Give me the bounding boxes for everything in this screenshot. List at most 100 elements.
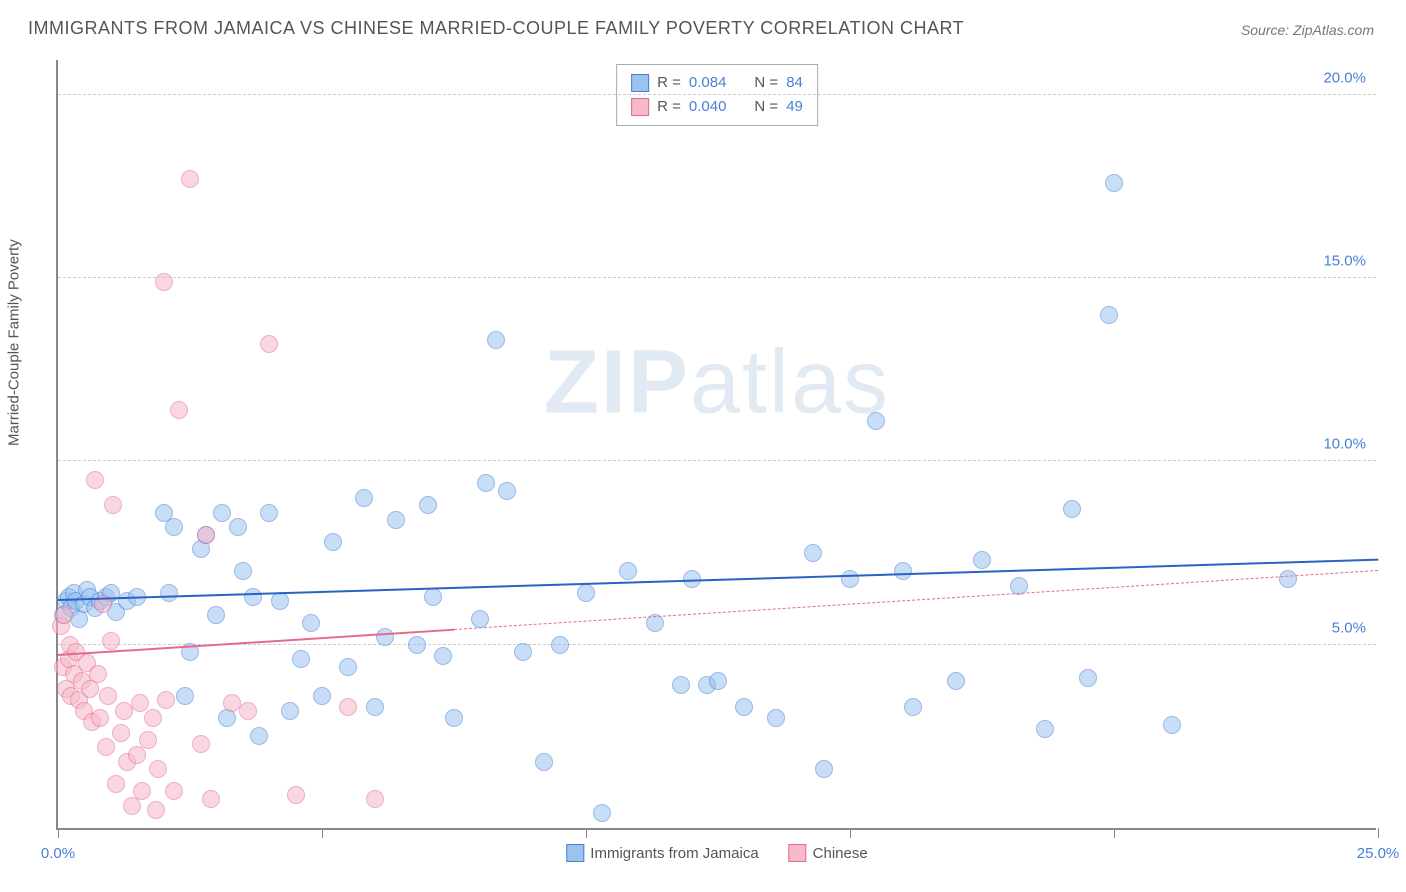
data-point xyxy=(244,588,262,606)
data-point xyxy=(250,727,268,745)
x-tick-mark xyxy=(850,828,851,838)
data-point xyxy=(281,702,299,720)
data-point xyxy=(593,804,611,822)
legend-r-value: 0.040 xyxy=(689,95,727,119)
series-legend: Immigrants from Jamaica Chinese xyxy=(566,844,867,862)
data-point xyxy=(947,672,965,690)
data-point xyxy=(104,496,122,514)
data-point xyxy=(131,694,149,712)
data-point xyxy=(767,709,785,727)
data-point xyxy=(260,504,278,522)
x-tick-mark xyxy=(322,828,323,838)
data-point xyxy=(170,401,188,419)
data-point xyxy=(157,691,175,709)
legend-n-label: N = xyxy=(754,95,778,119)
legend-n-label: N = xyxy=(754,71,778,95)
data-point xyxy=(202,790,220,808)
data-point xyxy=(292,650,310,668)
y-tick-label: 10.0% xyxy=(1323,436,1366,453)
data-point xyxy=(804,544,822,562)
data-point xyxy=(324,533,342,551)
data-point xyxy=(424,588,442,606)
data-point xyxy=(815,760,833,778)
data-point xyxy=(192,735,210,753)
y-tick-label: 5.0% xyxy=(1332,619,1366,636)
data-point xyxy=(672,676,690,694)
data-point xyxy=(1100,306,1118,324)
chart-title: IMMIGRANTS FROM JAMAICA VS CHINESE MARRI… xyxy=(28,18,964,39)
data-point xyxy=(89,665,107,683)
data-point xyxy=(366,698,384,716)
data-point xyxy=(97,738,115,756)
data-point xyxy=(1036,720,1054,738)
data-point xyxy=(133,782,151,800)
legend-r-value: 0.084 xyxy=(689,71,727,95)
data-point xyxy=(904,698,922,716)
legend-item: Chinese xyxy=(789,844,868,862)
data-point xyxy=(155,273,173,291)
data-point xyxy=(514,643,532,661)
x-tick-label: 0.0% xyxy=(41,845,75,862)
legend-r-label: R = xyxy=(657,71,681,95)
data-point xyxy=(339,698,357,716)
data-point xyxy=(149,760,167,778)
data-point xyxy=(55,606,73,624)
data-point xyxy=(973,551,991,569)
legend-swatch xyxy=(566,844,584,862)
data-point xyxy=(160,584,178,602)
data-point xyxy=(165,518,183,536)
data-point xyxy=(197,526,215,544)
data-point xyxy=(102,632,120,650)
data-point xyxy=(147,801,165,819)
data-point xyxy=(471,610,489,628)
data-point xyxy=(577,584,595,602)
trend-line xyxy=(58,558,1378,600)
data-point xyxy=(165,782,183,800)
data-point xyxy=(339,658,357,676)
data-point xyxy=(355,489,373,507)
data-point xyxy=(229,518,247,536)
data-point xyxy=(894,562,912,580)
x-tick-mark xyxy=(58,828,59,838)
data-point xyxy=(1163,716,1181,734)
data-point xyxy=(107,775,125,793)
data-point xyxy=(551,636,569,654)
legend-swatch xyxy=(631,74,649,92)
data-point xyxy=(498,482,516,500)
gridline xyxy=(58,460,1376,461)
data-point xyxy=(313,687,331,705)
gridline xyxy=(58,277,1376,278)
legend-swatch xyxy=(631,98,649,116)
y-tick-label: 15.0% xyxy=(1323,253,1366,270)
data-point xyxy=(419,496,437,514)
data-point xyxy=(139,731,157,749)
data-point xyxy=(1279,570,1297,588)
data-point xyxy=(477,474,495,492)
data-point xyxy=(1063,500,1081,518)
data-point xyxy=(709,672,727,690)
data-point xyxy=(260,335,278,353)
trend-line-extrapolated xyxy=(454,570,1378,630)
data-point xyxy=(239,702,257,720)
data-point xyxy=(408,636,426,654)
data-point xyxy=(619,562,637,580)
source-attribution: Source: ZipAtlas.com xyxy=(1241,22,1374,38)
data-point xyxy=(176,687,194,705)
data-point xyxy=(213,504,231,522)
x-tick-mark xyxy=(1378,828,1379,838)
data-point xyxy=(144,709,162,727)
y-tick-label: 20.0% xyxy=(1323,69,1366,86)
data-point xyxy=(86,471,104,489)
data-point xyxy=(434,647,452,665)
data-point xyxy=(445,709,463,727)
x-tick-mark xyxy=(586,828,587,838)
legend-r-label: R = xyxy=(657,95,681,119)
legend-series-name: Chinese xyxy=(813,845,868,862)
legend-row: R =0.040N =49 xyxy=(631,95,803,119)
x-tick-label: 25.0% xyxy=(1357,845,1400,862)
data-point xyxy=(487,331,505,349)
y-axis-label: Married-Couple Family Poverty xyxy=(6,239,23,446)
legend-series-name: Immigrants from Jamaica xyxy=(590,845,758,862)
data-point xyxy=(841,570,859,588)
gridline xyxy=(58,94,1376,95)
